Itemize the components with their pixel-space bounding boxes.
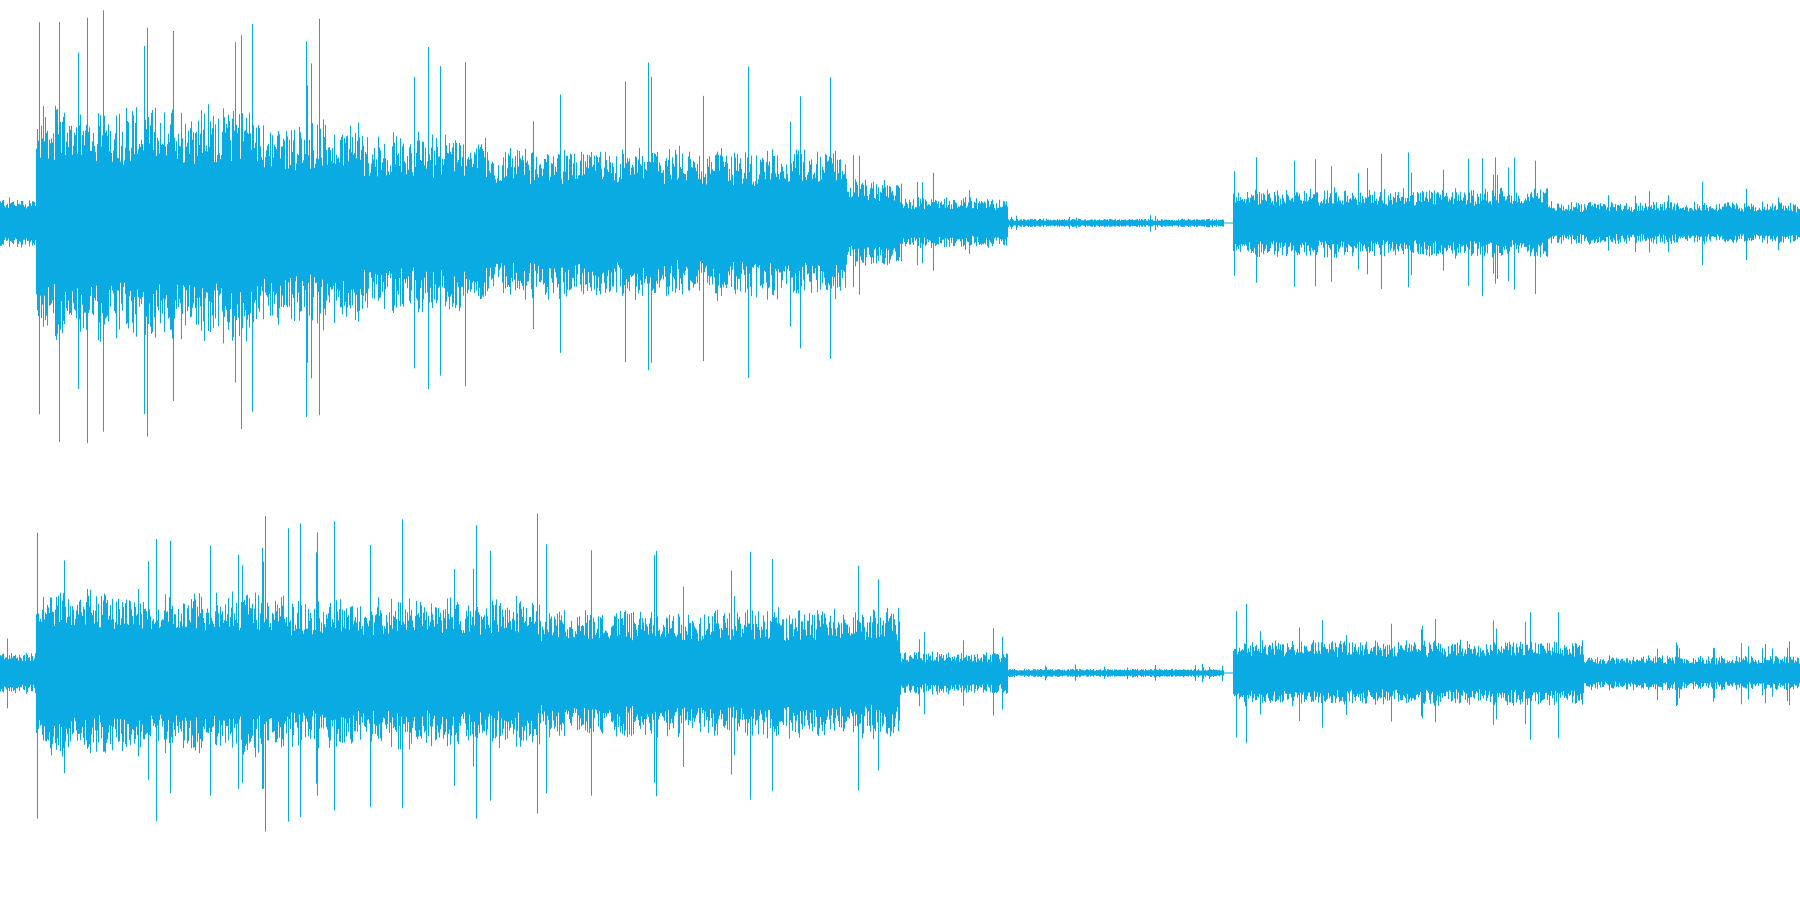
waveform-channel-left <box>0 10 1800 444</box>
waveform-trace <box>0 10 1800 444</box>
waveform-channel-right <box>0 513 1800 832</box>
waveform-trace <box>0 513 1800 832</box>
